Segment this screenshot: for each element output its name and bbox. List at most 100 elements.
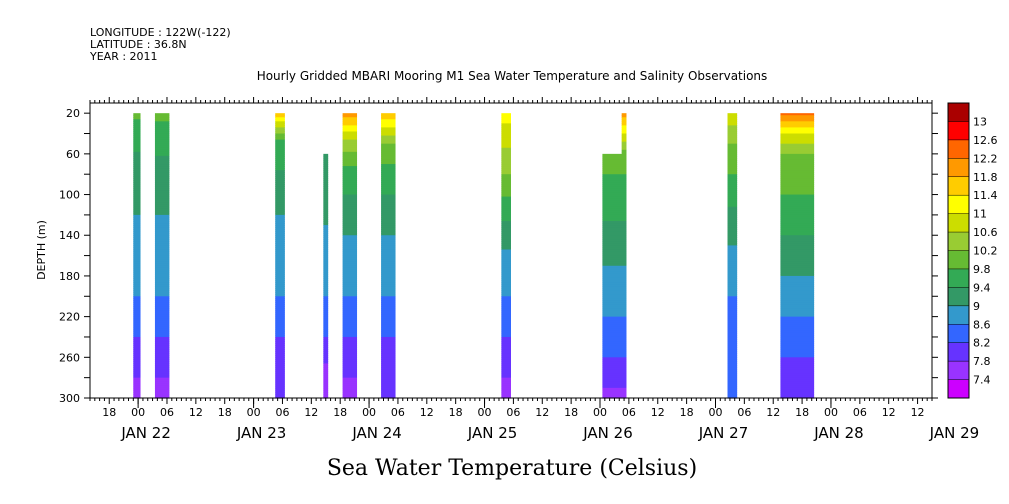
temperature-cell (381, 280, 396, 283)
temperature-cell (133, 188, 141, 192)
temperature-cell (381, 373, 396, 377)
temperature-cell (275, 200, 285, 204)
temperature-cell (133, 369, 141, 373)
colorbar-swatch (948, 361, 969, 380)
temperature-cell (602, 280, 627, 283)
temperature-cell (275, 369, 285, 373)
temperature-cell (133, 237, 141, 240)
temperature-cell (342, 216, 358, 220)
temperature-cell (602, 210, 627, 214)
temperature-cell (154, 168, 170, 171)
temperature-cell (154, 365, 170, 369)
temperature-cell (381, 239, 396, 242)
temperature-cell (275, 186, 285, 190)
temperature-cell (780, 359, 815, 362)
temperature-cell (727, 308, 738, 312)
temperature-cell (275, 310, 285, 314)
temperature-cell (727, 157, 738, 161)
temperature-cell (501, 336, 511, 340)
temperature-cell (501, 135, 511, 139)
temperature-cell (342, 119, 358, 122)
temperature-cell (602, 306, 627, 310)
temperature-cell (727, 263, 738, 267)
temperature-cell (727, 282, 738, 285)
temperature-cell (780, 318, 815, 322)
temperature-cell (323, 241, 329, 244)
temperature-cell (381, 385, 396, 389)
temperature-cell (727, 186, 738, 190)
temperature-cell (602, 308, 627, 312)
temperature-cell (275, 139, 285, 143)
temperature-cell (602, 153, 627, 157)
temperature-cell (154, 280, 170, 283)
temperature-cell (381, 176, 396, 179)
temperature-cell (275, 265, 285, 269)
temperature-cell (323, 162, 329, 165)
temperature-cell (780, 117, 815, 120)
temperature-cell (323, 176, 329, 179)
temperature-cell (154, 214, 170, 218)
temperature-cell (323, 235, 329, 238)
temperature-cell (381, 221, 396, 224)
temperature-cell (275, 280, 285, 283)
temperature-cell (501, 296, 511, 299)
temperature-cell (381, 251, 396, 255)
temperature-cell (602, 198, 627, 202)
temperature-cell (154, 133, 170, 137)
temperature-cell (133, 316, 141, 320)
temperature-cell (381, 288, 396, 291)
temperature-cell (323, 300, 329, 303)
temperature-cell (727, 194, 738, 198)
temperature-cell (323, 249, 329, 253)
temperature-cell (727, 259, 738, 263)
temperature-cell (275, 330, 285, 334)
temperature-cell (602, 288, 627, 291)
temperature-cell (780, 334, 815, 338)
temperature-cell (133, 269, 141, 273)
temperature-cell (501, 170, 511, 173)
temperature-cell (501, 247, 511, 251)
temperature-cell (323, 369, 329, 373)
temperature-cell (275, 221, 285, 224)
temperature-cell (602, 233, 627, 236)
temperature-cell (323, 320, 329, 324)
temperature-cell (275, 322, 285, 326)
temperature-cell (381, 328, 396, 332)
temperature-cell (133, 322, 141, 326)
temperature-cell (602, 267, 627, 271)
temperature-cell (727, 129, 738, 133)
temperature-cell (154, 383, 170, 387)
temperature-cell (133, 157, 141, 161)
temperature-cell (780, 204, 815, 208)
temperature-cell (342, 251, 358, 255)
temperature-cell (275, 273, 285, 277)
temperature-cell (323, 188, 329, 192)
temperature-cell (133, 355, 141, 358)
temperature-cell (275, 241, 285, 244)
temperature-cell (780, 324, 815, 328)
temperature-cell (342, 166, 358, 169)
temperature-cell (342, 121, 358, 124)
temperature-cell (323, 233, 329, 236)
temperature-cell (501, 178, 511, 181)
temperature-cell (342, 385, 358, 389)
temperature-cell (342, 308, 358, 312)
temperature-cell (154, 131, 170, 135)
temperature-cell (780, 341, 815, 344)
temperature-cell (275, 304, 285, 308)
profile-column (727, 113, 738, 399)
temperature-cell (602, 339, 627, 342)
temperature-cell (275, 292, 285, 295)
temperature-cell (381, 271, 396, 275)
temperature-cell (323, 318, 329, 322)
temperature-cell (133, 176, 141, 179)
colorbar-label: 7.8 (973, 355, 991, 368)
temperature-cell (780, 273, 815, 277)
temperature-cell (154, 176, 170, 179)
temperature-cell (275, 251, 285, 255)
temperature-cell (602, 379, 627, 383)
temperature-cell (154, 200, 170, 204)
temperature-cell (780, 225, 815, 228)
temperature-cell (342, 373, 358, 377)
temperature-cell (602, 216, 627, 220)
